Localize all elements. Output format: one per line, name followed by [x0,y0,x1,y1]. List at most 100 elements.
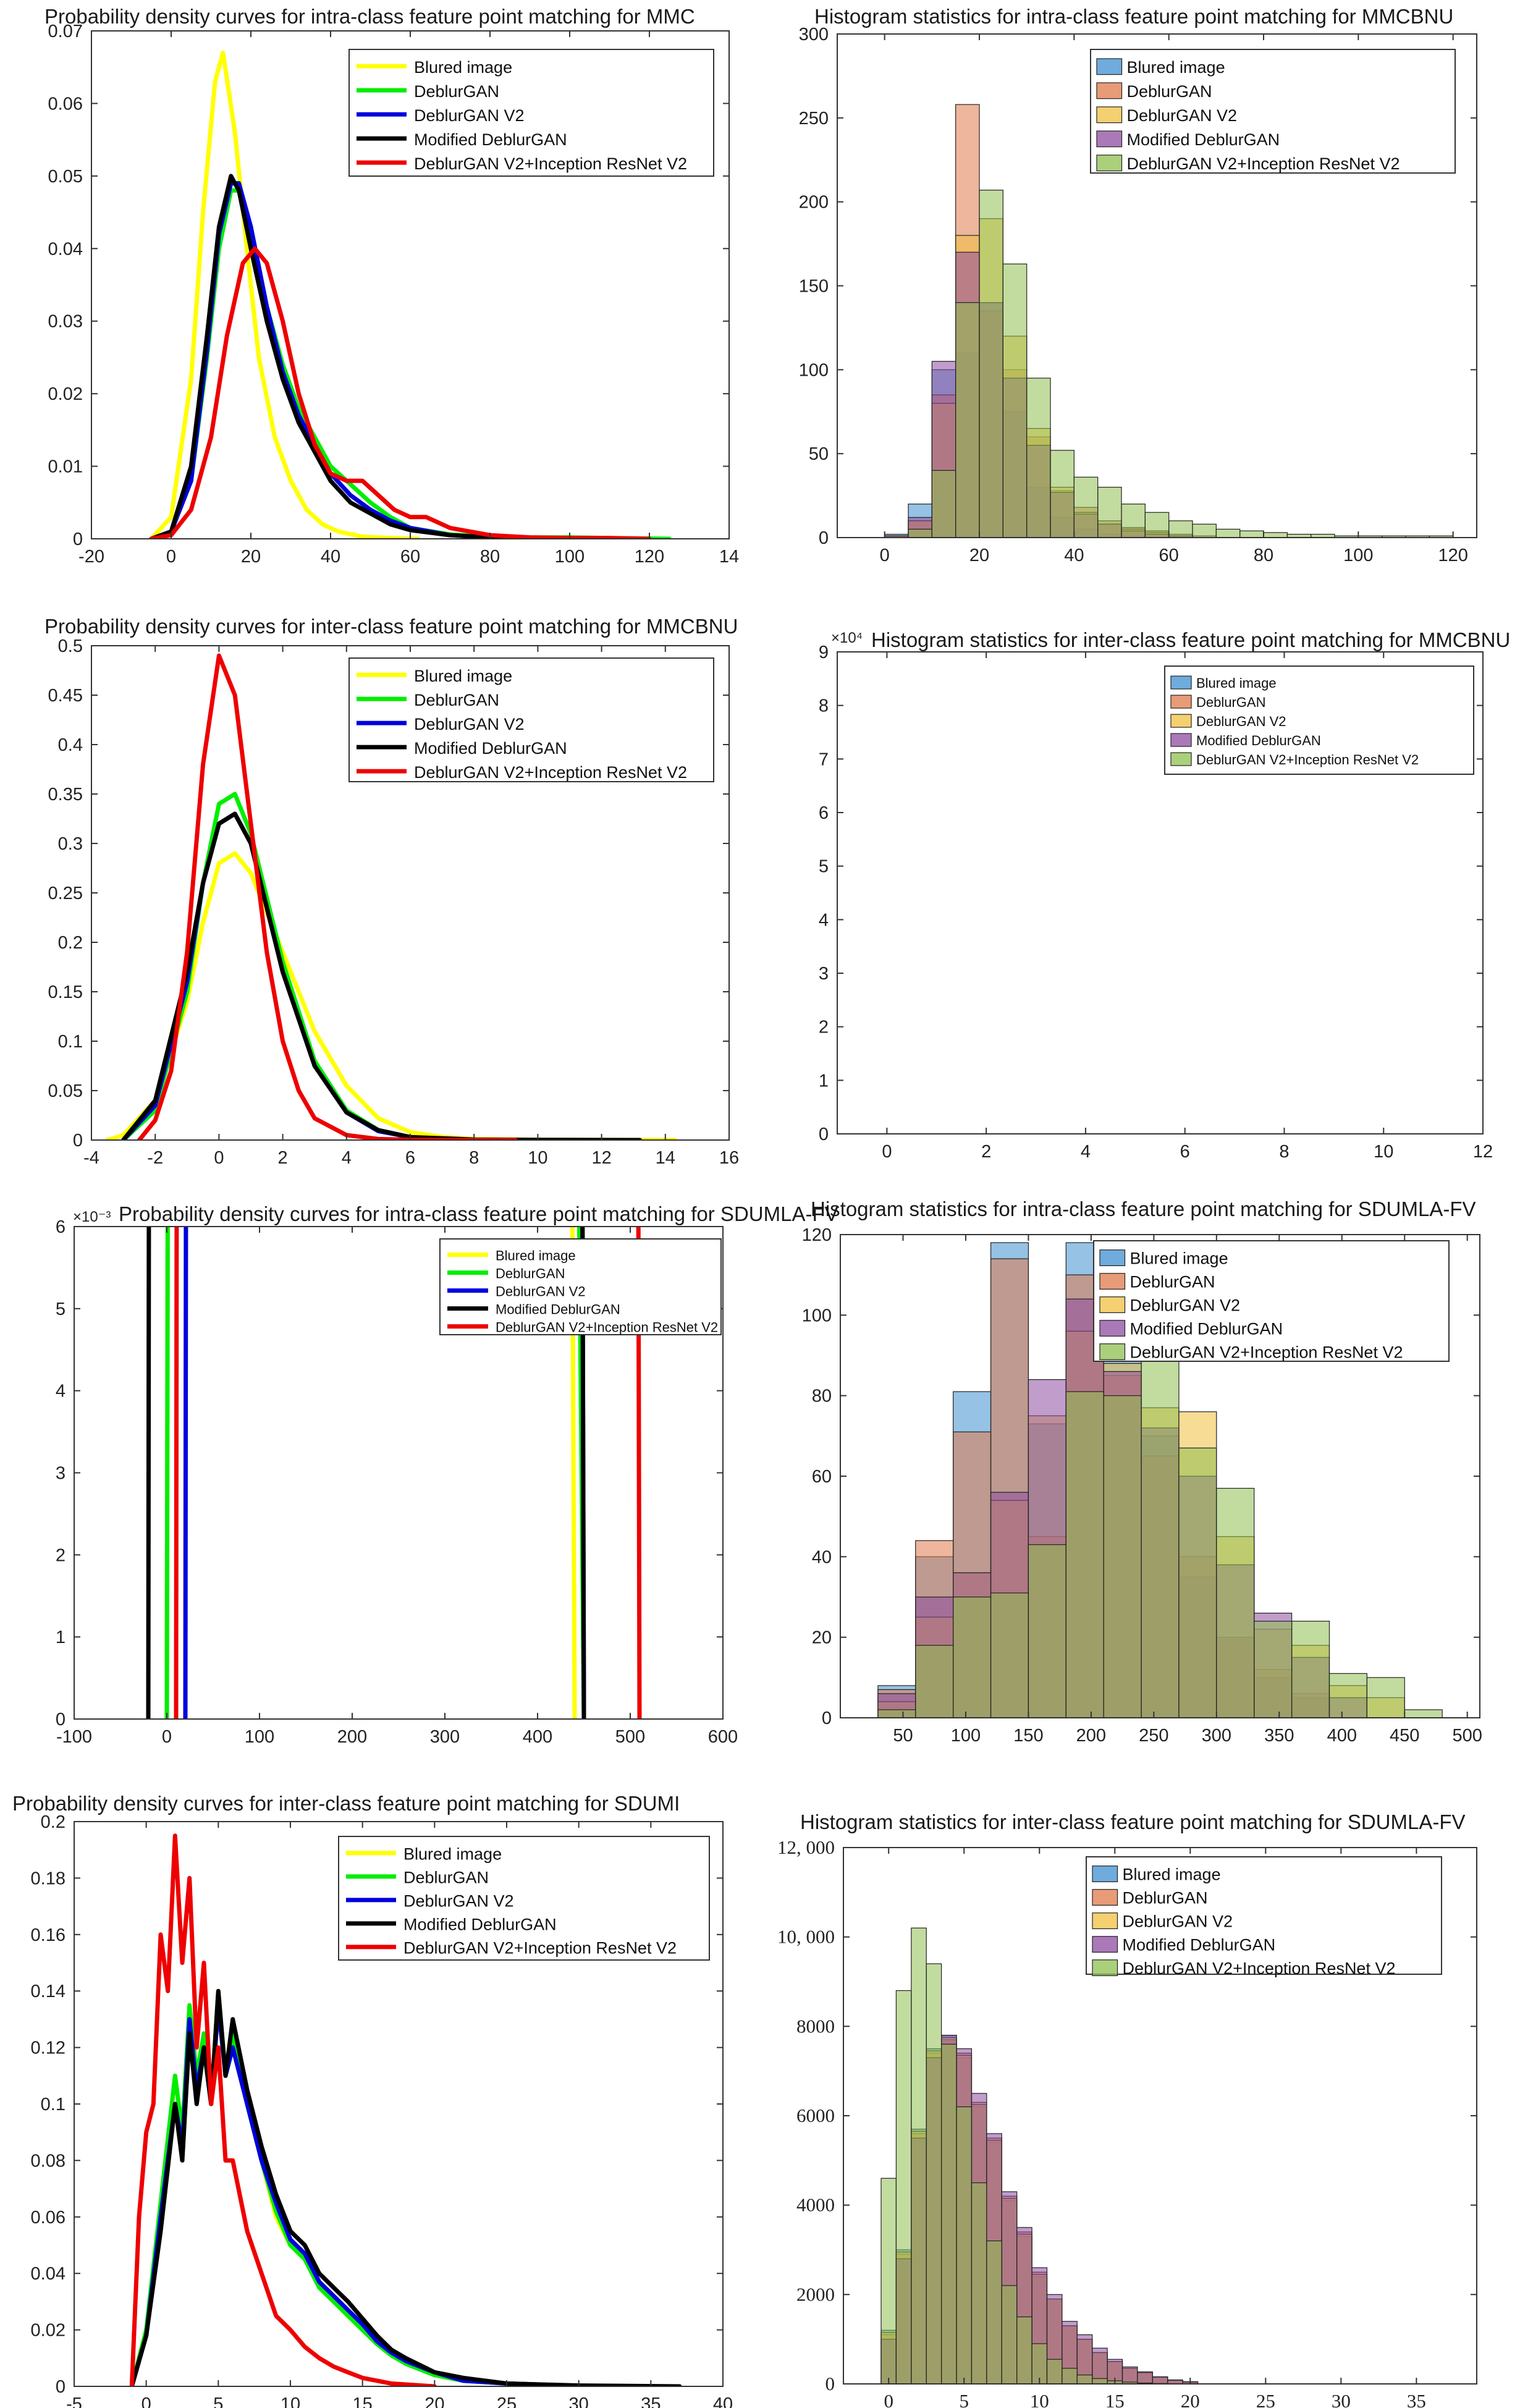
legend-swatch [1092,1912,1118,1929]
histogram-bar [1065,1391,1104,1718]
x-tick-label: 35 [1407,2390,1426,2408]
legend: Blured image DeblurGAN DeblurGAN V2 Modifie… [348,657,714,782]
y-tick-label: 0 [825,2373,835,2394]
legend-label: DeblurGAN V2 [414,106,525,125]
y-tick-label: 150 [799,277,829,297]
histogram-bar [1366,1677,1405,1718]
legend-swatch [1092,1936,1118,1953]
legend-swatch [1092,1865,1118,1882]
y-tick-label: 0.05 [48,167,83,187]
plot-area [877,1242,1443,1718]
density-curve-4 [149,246,652,539]
x-tick-label: 150 [1013,1726,1043,1746]
chart-title: Histogram statistics for inter-class fea… [800,1810,1466,1833]
legend-label: DeblurGAN V2+Inception ResNet V2 [414,763,687,782]
histogram-bar [955,302,980,538]
y-tick-label: 0.02 [31,2321,65,2341]
histogram-bar [1254,1621,1293,1718]
chart-title: Probability density curves for inter-cla… [12,1792,680,1815]
y-tick-label: 0 [56,2377,65,2397]
x-tick-label: 60 [1159,546,1179,565]
x-tick-label: 35 [641,2394,661,2408]
histogram-bar [1144,512,1170,538]
legend-swatch [1170,695,1192,709]
y-tick-label: 0 [822,1709,832,1728]
x-tick-label: 0 [162,1727,172,1747]
histogram-bar [1046,2359,1063,2384]
x-tick-label: 14 [719,547,739,567]
histogram-bar [1328,1673,1367,1718]
density-curve-4 [129,1833,437,2386]
y-tick-label: 0.3 [58,834,83,854]
y-tick-label: 0.2 [41,1812,65,1832]
legend-box [1093,1240,1450,1362]
y-tick-label: 200 [799,193,829,213]
x-tick-label: 4 [342,1148,352,1168]
legend-label: DeblurGAN V2+Inception ResNet V2 [1196,752,1419,767]
histogram-bar [1121,504,1146,538]
histogram-bar [1092,2378,1108,2384]
x-tick-label: 16 [719,1148,739,1168]
y-tick-label: 0.05 [48,1081,83,1101]
panel-p7: Probability density curves for inter-cla… [12,1792,733,2408]
x-tick-label: 0 [141,2394,151,2408]
legend-swatch [1099,1343,1126,1360]
legend-swatch [1099,1273,1126,1290]
legend-swatch [1170,733,1192,747]
x-tick-label: 350 [1264,1726,1294,1746]
legend-swatch [1096,154,1123,172]
legend-label: Modified DeblurGAN [403,1916,557,1934]
y-tick-label: 5 [819,857,829,877]
histogram-bar [1215,528,1241,538]
y-tick-label: 0.03 [48,312,83,332]
y-tick-label: 50 [809,444,829,464]
legend-label: Modified DeblurGAN [496,1301,620,1317]
y-tick-label: 0.45 [48,686,83,706]
axis-exponent-label: ×10⁴ [831,630,863,646]
legend-label: Modified DeblurGAN [414,739,567,758]
y-tick-label: 10, 000 [777,1926,835,1948]
panel-p4: Histogram statistics for inter-class fea… [819,628,1510,1162]
legend-label: DeblurGAN V2+Inception ResNet V2 [1123,1959,1396,1978]
histogram-bar [986,2240,1002,2384]
legend-label: DeblurGAN V2 [496,1283,586,1299]
histogram-bar [1062,2368,1078,2384]
histogram-bar [1216,1487,1255,1718]
x-tick-label: 15 [353,2394,373,2408]
plot-area [149,50,672,539]
y-tick-label: 0.14 [31,1982,65,2001]
y-tick-label: 0.4 [58,735,83,755]
panel-p2: Histogram statistics for intra-class fea… [799,5,1477,565]
legend-swatch [1096,58,1123,75]
density-curve-3 [129,1988,682,2386]
y-tick-label: 0.35 [48,785,83,805]
y-tick-label: 4 [56,1382,65,1401]
legend-label: Blured image [414,58,512,77]
legend-swatch [1099,1320,1126,1337]
histogram-bar [1001,2285,1018,2384]
legend-label: DeblurGAN [1123,1889,1208,1907]
histogram-bar [1404,1709,1443,1718]
legend-box [348,657,714,782]
legend-swatch [1099,1249,1126,1266]
histogram-bar [1026,378,1051,538]
x-tick-label: 25 [1256,2390,1275,2408]
histogram-bar [1291,1621,1330,1718]
histogram-bar [895,1990,912,2384]
x-tick-label: 100 [245,1727,274,1747]
x-tick-label: 300 [1202,1726,1231,1746]
y-tick-label: 0.06 [31,2208,65,2228]
legend-label: Modified DeblurGAN [414,130,567,149]
x-tick-label: 40 [321,547,340,567]
legend-box [1090,49,1456,174]
y-tick-label: 1 [819,1071,829,1091]
density-curve-0 [149,50,421,539]
y-tick-label: 6 [56,1217,65,1237]
histogram-bar [931,470,956,538]
y-tick-label: 6 [819,803,829,823]
legend-label: DeblurGAN [403,1869,489,1887]
chart-title: Histogram statistics for intra-class fea… [814,5,1453,28]
x-tick-label: 10 [1374,1142,1393,1162]
x-tick-label: 5 [213,2394,223,2408]
